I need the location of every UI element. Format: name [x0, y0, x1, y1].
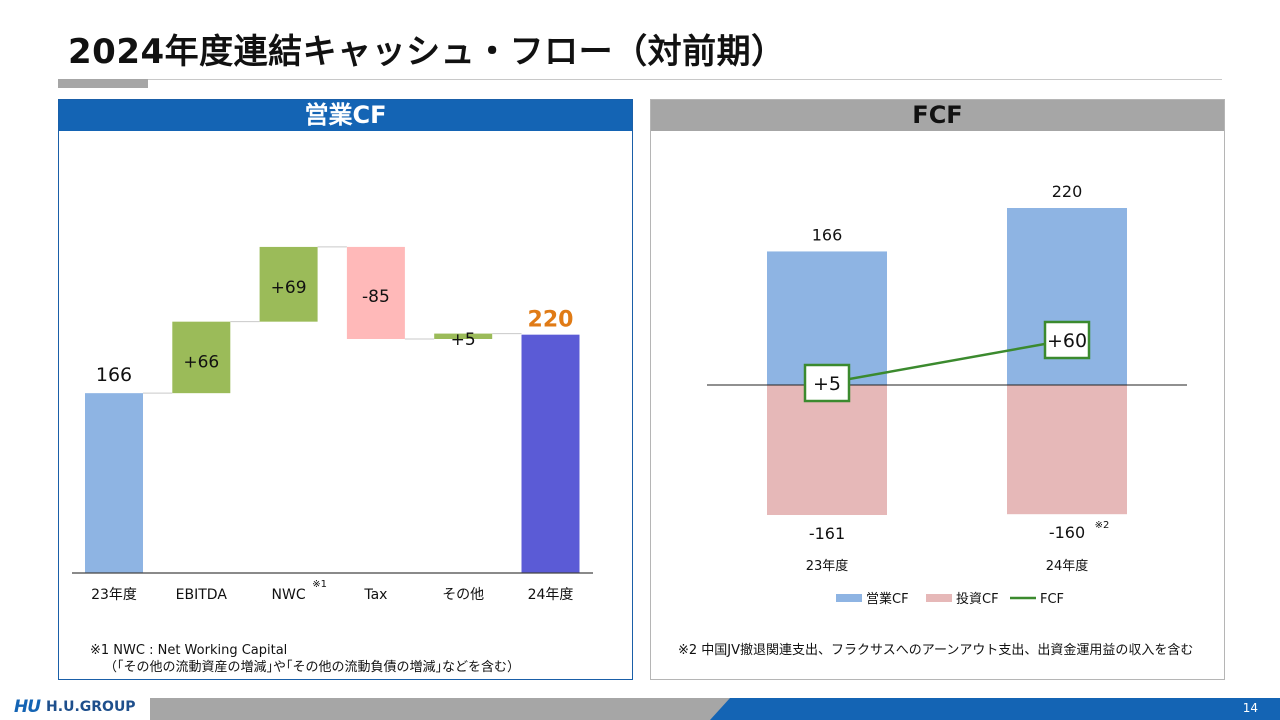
fcf-operating-value-1: 220 [1052, 182, 1083, 201]
fcf-value-label-1: +60 [1047, 330, 1087, 352]
waterfall-value-label-2: +69 [271, 278, 307, 298]
nwc-note-mark: ※1 [312, 579, 327, 590]
logo-mark-icon: HU [14, 697, 41, 717]
waterfall-category-label-0: 23年度 [91, 587, 137, 603]
waterfall-category-label-3: Tax [363, 587, 387, 603]
waterfall-value-label-4: +5 [451, 330, 476, 350]
operating-cf-panel-title: 営業CF [59, 100, 632, 131]
nwc-footnote-line2: （｢その他の流動資産の増減｣や｢その他の流動負債の増減｣などを含む） [104, 660, 521, 675]
fcf-investing-value-0: -161 [809, 524, 845, 543]
fcf-category-label-1: 24年度 [1046, 558, 1089, 574]
waterfall-category-label-2: NWC [272, 587, 306, 603]
fcf-value-box-1 [1043, 320, 1091, 360]
company-logo: HU H.U.GROUP [14, 696, 136, 718]
logo-wordmark: H.U.GROUP [46, 699, 136, 715]
fcf-legend-label-0: 営業CF [866, 591, 909, 607]
title-rule [58, 79, 1222, 80]
title-accent [58, 79, 148, 88]
waterfall-bar-4 [434, 333, 493, 339]
fcf-legend-label-1: 投資CF [956, 591, 999, 607]
nwc-footnote-line1: ※1 NWC : Net Working Capital [90, 643, 288, 658]
waterfall-value-label-0: 166 [96, 364, 132, 386]
fcf-legend-label-2: FCF [1040, 592, 1064, 607]
fcf-panel: FCF [650, 99, 1225, 680]
fcf-legend-swatch-1 [926, 594, 952, 602]
fcf-operating-bar-0 [767, 251, 887, 385]
fcf-panel-title: FCF [651, 100, 1224, 131]
waterfall-category-label-4: その他 [442, 587, 484, 603]
page-title: 2024年度連結キャッシュ・フロー（対前期） [68, 32, 786, 72]
waterfall-category-label-5: 24年度 [528, 587, 574, 603]
fcf-value-label-0: +5 [813, 373, 841, 395]
fcf-category-label-0: 23年度 [806, 558, 849, 574]
footer-bar-blue [710, 698, 1280, 720]
waterfall-bar-3 [346, 246, 405, 339]
waterfall-bar-2 [259, 246, 318, 322]
fcf-investing-bar-1 [1007, 385, 1127, 515]
waterfall-bar-5 [521, 334, 580, 573]
waterfall-value-label-1: +66 [183, 353, 219, 373]
page-number: 14 [1242, 701, 1258, 715]
waterfall-value-label-3: -85 [362, 287, 390, 307]
fcf-line [826, 338, 1068, 385]
fcf-legend-swatch-0 [836, 594, 862, 602]
waterfall-category-label-1: EBITDA [176, 587, 228, 603]
fcf-investing-value-1: -160 [1049, 523, 1085, 542]
fcf-footnote: ※2 中国JV撤退関連支出、フラクサスへのアーンアウト支出、出資金運用益の収入を… [678, 643, 1194, 658]
waterfall-value-label-5: 220 [528, 308, 574, 333]
waterfall-bar-0 [85, 393, 143, 573]
fcf-note-mark: ※2 [1095, 520, 1110, 531]
waterfall-bar-1 [172, 321, 231, 394]
footer-bar-gray [150, 698, 730, 720]
fcf-operating-value-0: 166 [812, 225, 843, 244]
fcf-value-box-0 [803, 363, 851, 403]
fcf-investing-bar-0 [767, 385, 887, 515]
operating-cf-panel: 営業CF [58, 99, 633, 680]
